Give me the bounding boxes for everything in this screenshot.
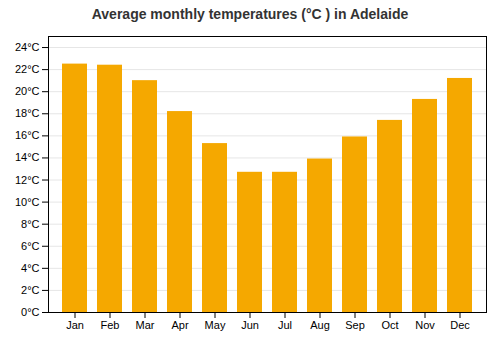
svg-text:2°C: 2°C xyxy=(21,284,40,296)
svg-text:4°C: 4°C xyxy=(21,262,40,274)
svg-text:0°C: 0°C xyxy=(21,306,40,318)
svg-text:Aug: Aug xyxy=(310,319,330,331)
svg-text:Jul: Jul xyxy=(278,319,292,331)
svg-text:10°C: 10°C xyxy=(15,196,40,208)
svg-text:Oct: Oct xyxy=(381,319,398,331)
svg-text:May: May xyxy=(205,319,226,331)
svg-text:18°C: 18°C xyxy=(15,107,40,119)
svg-text:Mar: Mar xyxy=(136,319,155,331)
svg-text:Dec: Dec xyxy=(450,319,470,331)
svg-text:Jan: Jan xyxy=(66,319,84,331)
svg-text:Jun: Jun xyxy=(241,319,259,331)
svg-text:12°C: 12°C xyxy=(15,174,40,186)
svg-text:Apr: Apr xyxy=(171,319,188,331)
svg-text:20°C: 20°C xyxy=(15,85,40,97)
svg-text:Nov: Nov xyxy=(415,319,435,331)
svg-text:8°C: 8°C xyxy=(21,218,40,230)
svg-text:6°C: 6°C xyxy=(21,240,40,252)
svg-text:Sep: Sep xyxy=(345,319,365,331)
svg-text:Feb: Feb xyxy=(101,319,120,331)
svg-text:14°C: 14°C xyxy=(15,151,40,163)
html-text:Average monthly temperatures (: Average monthly temperatures (°C ) in Ad… xyxy=(91,6,409,22)
svg-text:16°C: 16°C xyxy=(15,129,40,141)
svg-text:22°C: 22°C xyxy=(15,63,40,75)
svg-text:24°C: 24°C xyxy=(15,41,40,53)
